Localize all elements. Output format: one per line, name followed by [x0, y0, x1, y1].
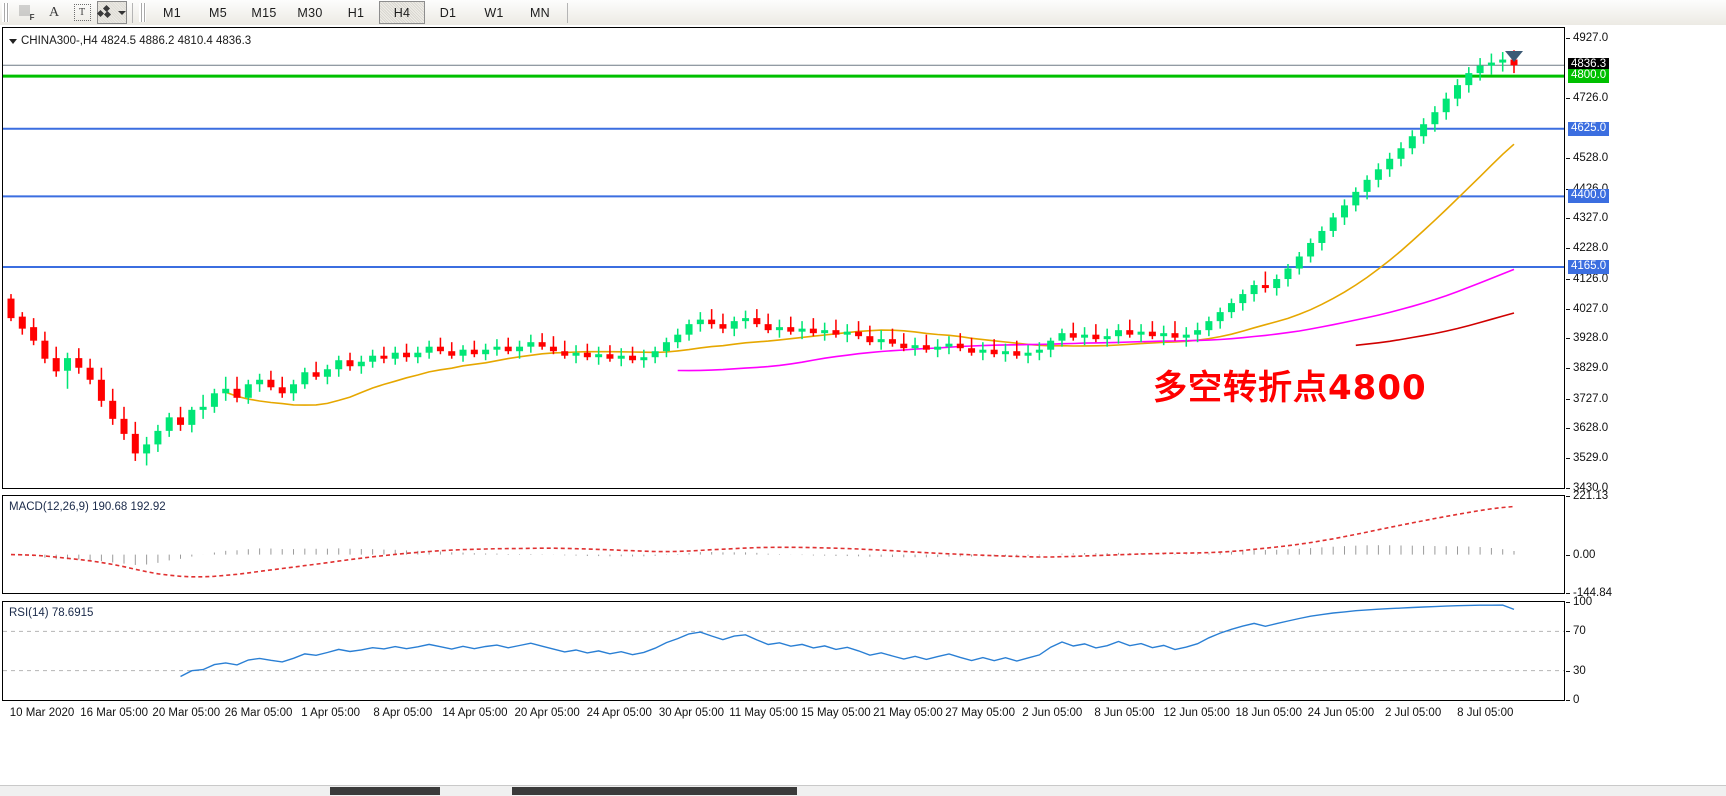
timeframe-drag-handle[interactable] — [139, 3, 146, 22]
last-bar-arrow-icon — [1505, 51, 1523, 62]
price-axis-tick: 4327.0 — [1566, 212, 1608, 224]
price-axis-tick: 4228.0 — [1566, 242, 1608, 254]
macd-indicator-label: MACD(12,26,9) 190.68 192.92 — [9, 501, 166, 513]
timeframe-m1[interactable]: M1 — [163, 5, 181, 20]
macd-axis-tick: -144.84 — [1566, 587, 1612, 599]
timeframe-h4[interactable]: H4 — [379, 1, 425, 24]
time-axis-label: 18 Jun 05:00 — [1235, 707, 1303, 719]
rsi-axis-tick: 100 — [1566, 596, 1592, 608]
time-axis-label: 8 Jul 05:00 — [1457, 707, 1514, 719]
timeframe-m5[interactable]: M5 — [209, 5, 227, 20]
time-axis-label: 8 Jun 05:00 — [1094, 707, 1155, 719]
diamonds-icon — [96, 4, 114, 20]
price-axis-tick: 4927.0 — [1566, 32, 1608, 44]
time-axis-label: 24 Apr 05:00 — [586, 707, 652, 719]
price-plot[interactable] — [3, 28, 1564, 488]
price-axis-tag-level-blue[interactable]: 4400.0 — [1568, 189, 1610, 204]
symbol-info-bar: CHINA300-,H4 4824.5 4886.2 4810.4 4836.3 — [9, 35, 251, 47]
toolbar-drag-handle[interactable] — [2, 3, 9, 22]
text-A-icon[interactable]: A — [41, 1, 67, 24]
rsi-axis-tick: 0 — [1566, 694, 1579, 706]
price-axis-tick: 3628.0 — [1566, 422, 1608, 434]
chart-annotation-text: 多空转折点4800 — [1153, 367, 1427, 408]
toolbar-separator-right — [567, 2, 568, 23]
price-axis-tick: 4528.0 — [1566, 152, 1608, 164]
rsi-axis-tick: 70 — [1566, 625, 1586, 637]
collapse-triangle-icon[interactable] — [9, 38, 17, 44]
time-axis-label: 20 Apr 05:00 — [514, 707, 580, 719]
time-axis-label: 2 Jul 05:00 — [1384, 707, 1442, 719]
macd-axis[interactable]: 221.13 0.00 -144.84 — [1566, 490, 1726, 599]
price-axis-tick: 3727.0 — [1566, 393, 1608, 405]
time-axis-label: 15 May 05:00 — [800, 707, 871, 719]
price-axis-tag-level-blue[interactable]: 4165.0 — [1568, 260, 1610, 275]
macd-axis-tick: 0.00 — [1566, 549, 1595, 561]
scrollbar-thumb-right[interactable] — [512, 787, 797, 795]
time-axis-label: 14 Apr 05:00 — [442, 707, 508, 719]
objects-dropdown-button[interactable] — [96, 1, 127, 24]
timeframe-d1[interactable]: D1 — [439, 5, 457, 20]
time-axis-label: 26 Mar 05:00 — [224, 707, 293, 719]
price-axis-tag-level-green[interactable]: 4800.0 — [1568, 69, 1610, 84]
price-axis[interactable]: 4927.04726.04528.04426.04327.04228.04126… — [1566, 27, 1726, 494]
time-axis-label: 16 Mar 05:00 — [80, 707, 149, 719]
text-label-glyph: T — [73, 4, 91, 21]
text-A-glyph: A — [48, 4, 60, 20]
time-axis-label: 11 May 05:00 — [729, 707, 799, 719]
symbol-ohlc-text: CHINA300-,H4 4824.5 4886.2 4810.4 4836.3 — [21, 35, 252, 47]
price-axis-tag-level-blue[interactable]: 4625.0 — [1568, 121, 1610, 136]
time-axis-label: 8 Apr 05:00 — [373, 707, 433, 719]
price-panel[interactable]: CHINA300-,H4 4824.5 4886.2 4810.4 4836.3… — [2, 27, 1565, 489]
time-axis-label: 20 Mar 05:00 — [152, 707, 221, 719]
price-axis-tick: 4027.0 — [1566, 303, 1608, 315]
price-axis-tick: 3829.0 — [1566, 362, 1608, 374]
timeframe-m15[interactable]: M15 — [251, 5, 277, 20]
price-axis-tick: 3430.0 — [1566, 482, 1608, 494]
price-axis-tag-last-price[interactable]: 4836.3 — [1568, 58, 1610, 73]
price-axis-tick: 3928.0 — [1566, 332, 1608, 344]
toolbar-separator — [132, 2, 133, 23]
timeframe-mn[interactable]: MN — [529, 5, 551, 20]
text-label-icon[interactable]: T — [69, 1, 95, 24]
rsi-axis-tick: 30 — [1566, 665, 1586, 677]
chart-area[interactable]: CHINA300-,H4 4824.5 4886.2 4810.4 4836.3… — [0, 25, 1726, 796]
macd-panel[interactable]: MACD(12,26,9) 190.68 192.92 — [2, 495, 1565, 594]
rsi-indicator-label: RSI(14) 78.6915 — [9, 607, 94, 619]
timeframe-m30[interactable]: M30 — [297, 5, 323, 20]
timeframe-h1[interactable]: H1 — [347, 5, 365, 20]
rsi-axis[interactable]: 100 70 30 0 — [1566, 596, 1726, 706]
time-axis-label: 2 Jun 05:00 — [1022, 707, 1083, 719]
price-axis-tick: 4126.0 — [1566, 273, 1608, 285]
time-axis-label: 21 May 05:00 — [873, 707, 943, 719]
time-axis-label: 27 May 05:00 — [945, 707, 1015, 719]
scrollbar-thumb-left[interactable] — [330, 787, 440, 795]
time-axis[interactable]: 10 Mar 2020 16 Mar 05:00 20 Mar 05:00 26 Ma… — [2, 705, 1565, 723]
time-axis-label: 30 Apr 05:00 — [658, 707, 725, 719]
time-axis-label: 24 Jun 05:00 — [1307, 707, 1375, 719]
timeframe-w1[interactable]: W1 — [484, 5, 504, 20]
main-toolbar: F A T M1 M5 M15 M30 H1 H4 D1 W1 MN — [0, 0, 1726, 26]
price-axis-tick: 4726.0 — [1566, 92, 1608, 104]
price-axis-tick: 3529.0 — [1566, 452, 1608, 464]
crosshair-glyph: F — [18, 5, 35, 22]
time-axis-label: 1 Apr 05:00 — [301, 707, 361, 719]
crosshair-f-icon[interactable]: F — [13, 1, 39, 24]
macd-axis-tick: 221.13 — [1566, 490, 1608, 502]
rsi-panel[interactable]: RSI(14) 78.6915 — [2, 601, 1565, 701]
rsi-plot[interactable] — [3, 602, 1564, 700]
time-axis-label: 10 Mar 2020 — [9, 707, 75, 719]
chevron-down-icon[interactable] — [118, 10, 126, 15]
horizontal-scrollbar[interactable] — [0, 785, 1726, 796]
macd-plot[interactable] — [3, 496, 1564, 593]
time-axis-label: 12 Jun 05:00 — [1163, 707, 1230, 719]
